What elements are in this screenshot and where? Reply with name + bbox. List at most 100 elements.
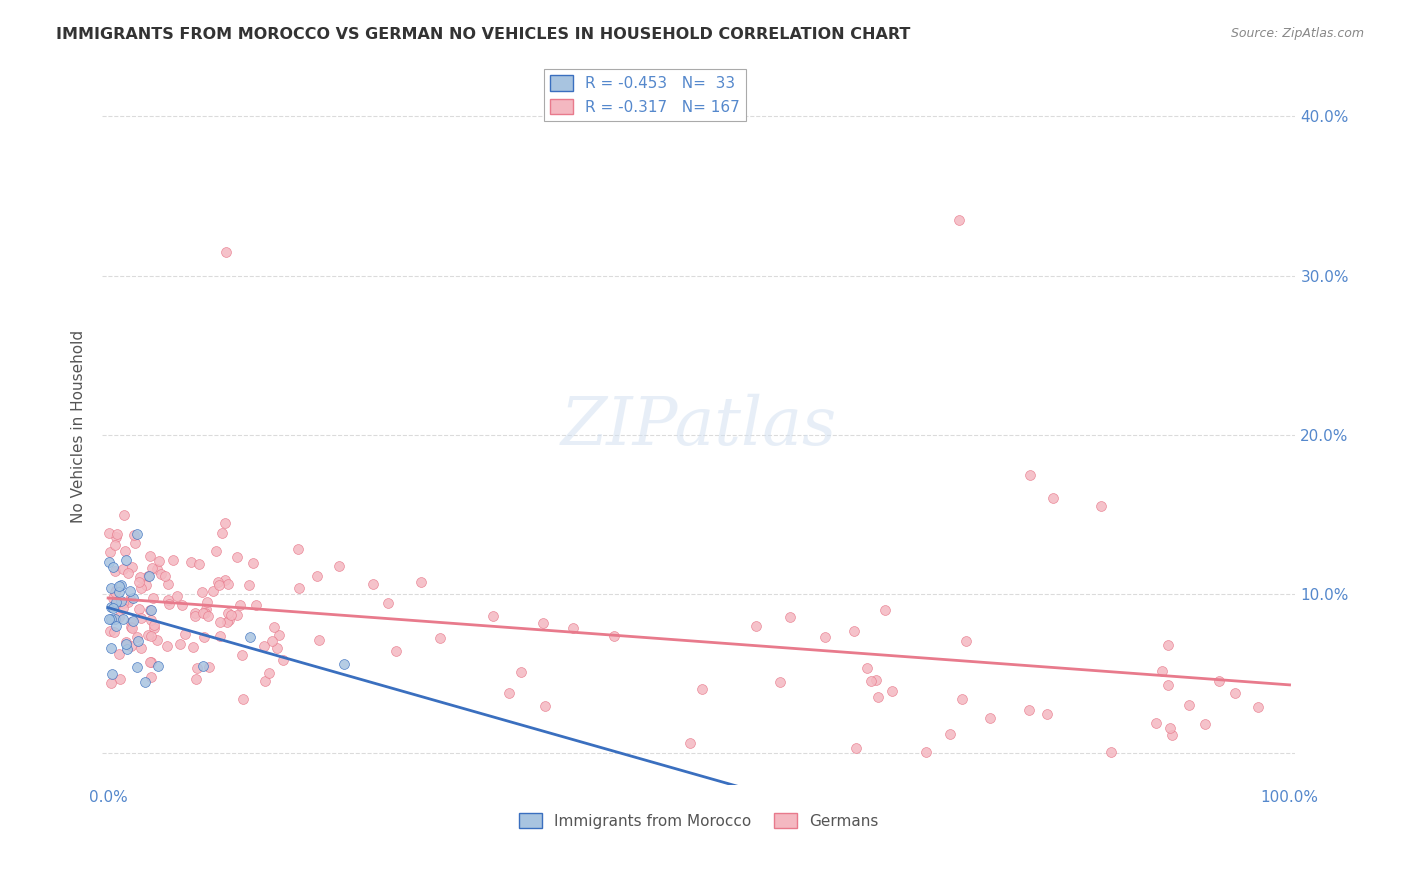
Point [104, 582, 127, 597]
Point [120, 639, 142, 653]
Point [103, 624, 125, 639]
Point [914, 745, 936, 759]
Point [211, 526, 233, 541]
Point [142, 591, 165, 606]
Point [859, 673, 882, 688]
Legend: Immigrants from Morocco, Germans: Immigrants from Morocco, Germans [513, 806, 884, 835]
Text: Source: ZipAtlas.com: Source: ZipAtlas.com [1230, 27, 1364, 40]
Point [197, 608, 219, 623]
Point [181, 640, 204, 654]
Point [186, 661, 208, 675]
Point [129, 611, 152, 625]
Point [950, 692, 973, 706]
Point [534, 698, 557, 713]
Point [129, 640, 152, 655]
Point [287, 541, 309, 556]
Point [120, 591, 142, 606]
Point [98, 545, 121, 559]
Point [120, 619, 142, 633]
Point [128, 602, 150, 616]
Point [128, 575, 150, 590]
Point [141, 561, 163, 575]
Point [1144, 716, 1167, 731]
Point [104, 598, 127, 612]
Point [253, 674, 276, 689]
Point [162, 553, 184, 567]
Point [112, 596, 135, 610]
Point [679, 736, 702, 750]
Point [186, 672, 208, 686]
Point [1018, 703, 1040, 717]
Point [100, 581, 122, 595]
Point [214, 516, 236, 530]
Point [938, 727, 960, 741]
Point [104, 619, 127, 633]
Point [127, 659, 149, 673]
Point [103, 560, 125, 574]
Point [138, 569, 160, 583]
Point [531, 616, 554, 631]
Point [136, 628, 159, 642]
Point [1194, 717, 1216, 731]
Point [1036, 707, 1059, 722]
Point [125, 526, 148, 541]
Point [690, 682, 713, 697]
Point [127, 634, 149, 648]
Point [122, 614, 145, 628]
Point [229, 598, 252, 612]
Point [101, 601, 124, 615]
Point [115, 641, 138, 656]
Point [111, 612, 134, 626]
Point [266, 640, 288, 655]
Point [1246, 700, 1268, 714]
Point [263, 620, 285, 634]
Point [195, 594, 218, 608]
Point [112, 508, 135, 522]
Point [979, 711, 1001, 725]
Point [169, 637, 191, 651]
Point [107, 579, 129, 593]
Point [139, 549, 162, 564]
Point [115, 553, 138, 567]
Point [218, 613, 240, 627]
Point [142, 618, 165, 632]
Point [104, 530, 127, 544]
Point [257, 665, 280, 680]
Point [104, 565, 127, 579]
Point [146, 633, 169, 648]
Point [121, 560, 143, 574]
Point [125, 630, 148, 644]
Point [156, 593, 179, 607]
Point [100, 666, 122, 681]
Point [194, 606, 217, 620]
Point [120, 583, 142, 598]
Point [121, 621, 143, 635]
Point [377, 595, 399, 609]
Y-axis label: No Vehicles in Household: No Vehicles in Household [72, 330, 86, 524]
Point [868, 690, 890, 705]
Point [1150, 665, 1173, 679]
Point [110, 578, 132, 592]
Point [238, 578, 260, 592]
Point [180, 555, 202, 569]
Point [429, 631, 451, 645]
Point [110, 593, 132, 607]
Point [509, 665, 531, 680]
Point [880, 684, 903, 698]
Point [191, 585, 214, 599]
Point [1157, 638, 1180, 652]
Point [100, 612, 122, 626]
Point [139, 656, 162, 670]
Point [100, 599, 122, 614]
Point [134, 674, 156, 689]
Point [209, 615, 232, 630]
Point [1042, 491, 1064, 506]
Point [226, 608, 249, 623]
Point [561, 621, 583, 635]
Point [481, 609, 503, 624]
Point [779, 610, 801, 624]
Point [226, 550, 249, 565]
Point [948, 212, 970, 227]
Point [333, 657, 356, 672]
Point [115, 635, 138, 649]
